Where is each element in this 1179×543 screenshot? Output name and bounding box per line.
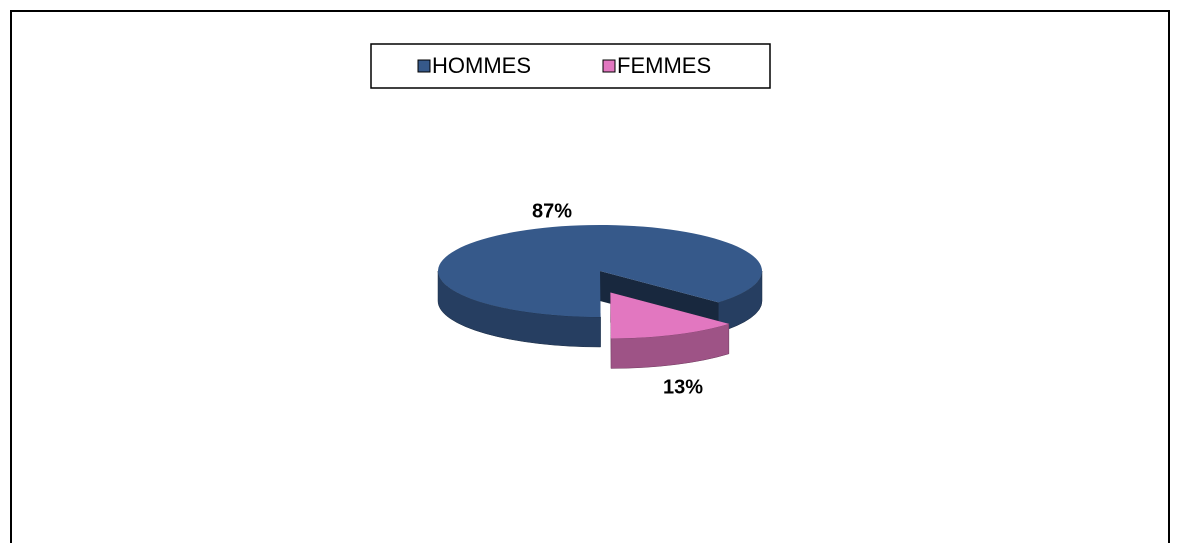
pie: 87% 13% xyxy=(437,200,763,398)
legend-label: HOMMES xyxy=(432,53,531,78)
pie-slice xyxy=(438,225,762,318)
legend-box xyxy=(370,43,771,89)
legend-label: FEMMES xyxy=(617,53,711,78)
data-label: 87% xyxy=(532,200,572,222)
pie-slice xyxy=(610,292,729,339)
legend-swatch xyxy=(417,59,431,73)
data-label: 13% xyxy=(663,376,703,398)
chart-frame xyxy=(10,10,1170,543)
legend-swatch xyxy=(602,59,616,73)
legend: HOMMES FEMMES xyxy=(417,53,711,78)
